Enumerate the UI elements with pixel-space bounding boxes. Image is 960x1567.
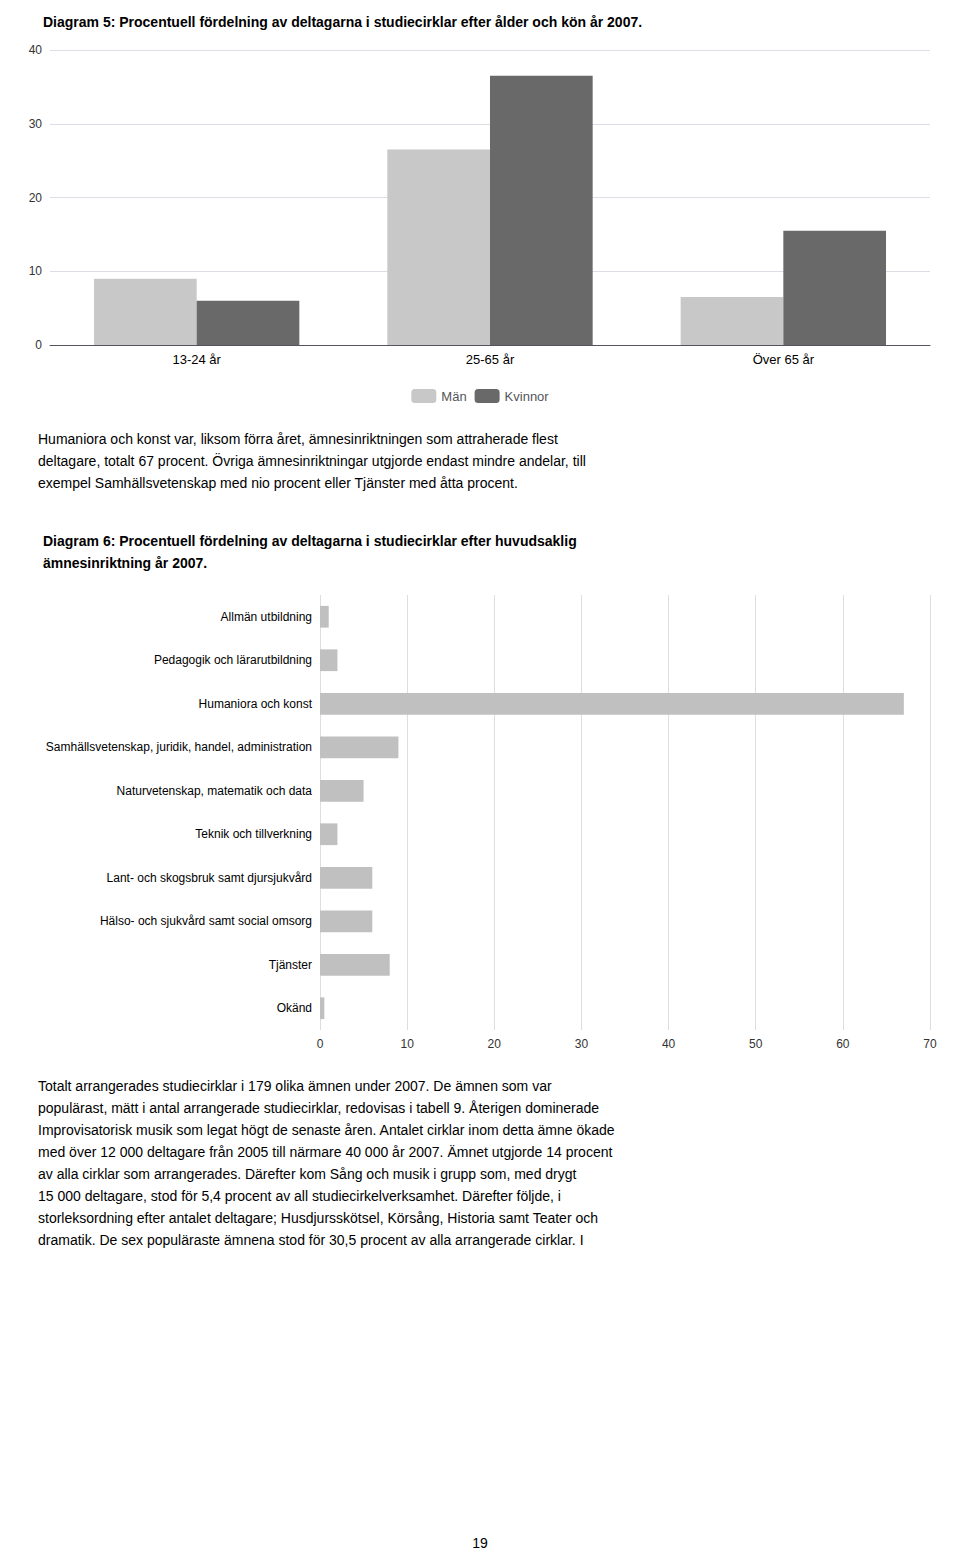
html-text:populärast, mätt i antal arran: populärast, mätt i antal arrangerade stu… (38, 1100, 600, 1116)
svg-text:60: 60 (836, 1037, 850, 1051)
svg-text:30: 30 (575, 1037, 589, 1051)
svg-text:10: 10 (29, 264, 43, 278)
html-text:dramatik. De sex populäraste ä: dramatik. De sex populäraste ämnena stod… (38, 1232, 584, 1248)
svg-text:0: 0 (35, 338, 42, 352)
svg-text:Naturvetenskap, matematik och: Naturvetenskap, matematik och data (117, 784, 313, 798)
svg-text:ämnesinriktning år 2007.: ämnesinriktning år 2007. (43, 555, 207, 571)
svg-text:13-24 år: 13-24 år (172, 352, 221, 367)
html-text:med över 12 000 deltagare från: med över 12 000 deltagare från 2005 till… (38, 1144, 613, 1160)
html-text:Humaniora och konst var, likso: Humaniora och konst var, liksom förra år… (38, 431, 558, 447)
html-text:Improvisatorisk musik som lega: Improvisatorisk musik som legat högt de … (38, 1122, 615, 1138)
html-text:deltagare, totalt 67 procent.: deltagare, totalt 67 procent. Övriga ämn… (38, 453, 586, 469)
svg-text:Diagram 6: Procentuell fördeln: Diagram 6: Procentuell fördelning av del… (43, 533, 577, 549)
svg-text:30: 30 (29, 117, 43, 131)
svg-text:Okänd: Okänd (277, 1001, 312, 1015)
svg-text:Humaniora och konst: Humaniora och konst (199, 697, 313, 711)
svg-text:Pedagogik och lärarutbildning: Pedagogik och lärarutbildning (154, 653, 312, 667)
html-text:Totalt arrangerades studiecirk: Totalt arrangerades studiecirklar i 179 … (38, 1078, 552, 1094)
svg-text:Hälso- och sjukvård samt socia: Hälso- och sjukvård samt social omsorg (100, 914, 312, 928)
svg-text:50: 50 (749, 1037, 763, 1051)
svg-text:Allmän utbildning: Allmän utbildning (221, 610, 312, 624)
svg-text:Kvinnor: Kvinnor (505, 389, 550, 404)
svg-text:Samhällsvetenskap, juridik, ha: Samhällsvetenskap, juridik, handel, admi… (46, 740, 312, 754)
svg-text:Lant- och skogsbruk samt djurs: Lant- och skogsbruk samt djursjukvård (107, 871, 312, 885)
svg-text:10: 10 (400, 1037, 414, 1051)
svg-text:20: 20 (488, 1037, 502, 1051)
html-text:exempel Samhällsvetenskap med: exempel Samhällsvetenskap med nio procen… (38, 475, 518, 491)
svg-text:Teknik och tillverkning: Teknik och tillverkning (195, 827, 312, 841)
svg-text:Diagram 5: Procentuell fördeln: Diagram 5: Procentuell fördelning av del… (43, 14, 642, 30)
svg-text:0: 0 (317, 1037, 324, 1051)
svg-text:40: 40 (662, 1037, 676, 1051)
svg-text:40: 40 (29, 43, 43, 57)
svg-text:70: 70 (923, 1037, 937, 1051)
svg-text:25-65 år: 25-65 år (466, 352, 515, 367)
html-text:19: 19 (472, 1535, 488, 1551)
svg-text:Män: Män (441, 389, 466, 404)
svg-text:Tjänster: Tjänster (269, 958, 312, 972)
svg-text:20: 20 (29, 191, 43, 205)
html-text:av alla cirklar som arrangerad: av alla cirklar som arrangerades. Däreft… (38, 1166, 577, 1182)
html-text:storleksordning efter antalet: storleksordning efter antalet deltagare;… (38, 1210, 598, 1226)
html-text:15 000 deltagare, stod för 5,4: 15 000 deltagare, stod för 5,4 procent a… (38, 1188, 561, 1204)
svg-text:Över 65 år: Över 65 år (753, 352, 815, 367)
